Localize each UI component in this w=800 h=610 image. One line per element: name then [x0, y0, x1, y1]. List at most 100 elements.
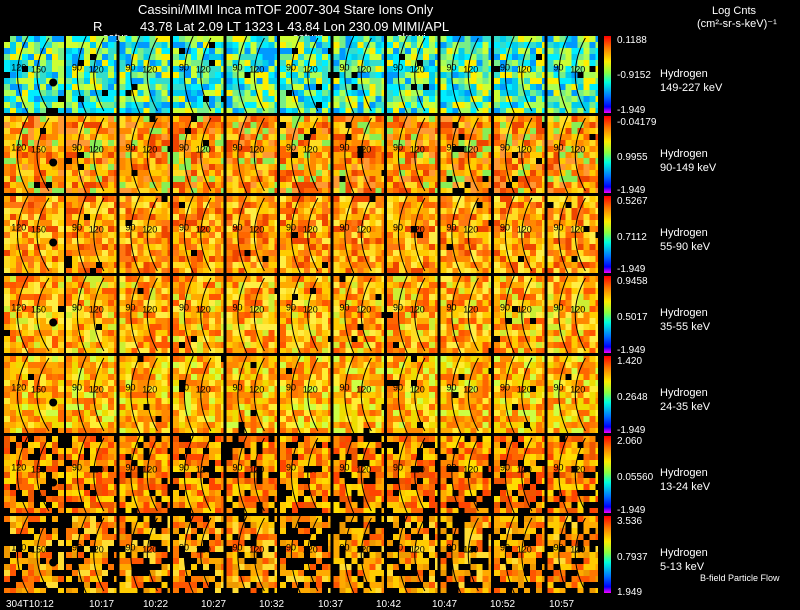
contour-label: 90	[179, 143, 189, 153]
units-line: (cm²-sr-s-keV)⁻¹	[697, 18, 777, 31]
contour-label: 120	[196, 465, 211, 475]
contour-label: 120	[89, 225, 104, 235]
contour-label: 90	[340, 463, 350, 473]
contour-label: 120	[410, 545, 425, 555]
contour-label: 90	[500, 63, 510, 73]
contour-label: 120	[249, 385, 264, 395]
contour-label: 120	[249, 65, 264, 75]
contour-label: 90	[447, 143, 457, 153]
contour-label: 120	[249, 145, 264, 155]
contour-label: 120	[89, 65, 104, 75]
image-panel: 90 120	[441, 116, 492, 193]
contour-label: 90	[126, 143, 136, 153]
contour-label: 90	[500, 223, 510, 233]
contour-label: 120	[303, 225, 318, 235]
colorbar-mid: 0.05560	[617, 472, 653, 483]
colorbar	[604, 356, 611, 433]
image-panel: 120 150	[4, 356, 64, 433]
contour-label: 120	[11, 303, 26, 313]
contour-label: 120	[570, 65, 585, 75]
contour-label: 90	[233, 383, 243, 393]
contour-label: 120	[463, 65, 478, 75]
contour-label: 90	[126, 223, 136, 233]
contour-label: 90	[393, 63, 403, 73]
image-panel: 90 120	[441, 196, 492, 273]
contour-label: 90	[179, 463, 189, 473]
colorbar-min: -1.949	[617, 345, 645, 356]
colorbar-mid: -0.9152	[617, 70, 651, 81]
colorbar-mid: 0.9955	[617, 152, 648, 163]
contour-label: 90	[233, 143, 243, 153]
contour-label: 90	[286, 143, 296, 153]
contour-label: 120	[463, 465, 478, 475]
planet-marker	[49, 319, 57, 327]
contour-label: 120	[142, 465, 157, 475]
contour-label: 120	[463, 145, 478, 155]
contour-label: 150	[31, 225, 46, 235]
colorbar-min: -1.949	[617, 505, 645, 516]
contour-label: 150	[31, 465, 46, 475]
contour-label: 150	[31, 385, 46, 395]
contour-label: 90	[233, 63, 243, 73]
contour-label: 120	[463, 225, 478, 235]
contour-label: 90	[126, 543, 136, 553]
contour-label: 120	[356, 225, 371, 235]
planet-marker	[49, 399, 57, 407]
colorbar-max: 0.5267	[617, 196, 648, 207]
contour-label: 120	[303, 305, 318, 315]
contour-label: 90	[447, 223, 457, 233]
contour-label: 90	[286, 463, 296, 473]
contour-label: 90	[72, 543, 82, 553]
contour-label: 90	[286, 543, 296, 553]
contour-label: 90	[72, 143, 82, 153]
colorbar-min: -1.949	[617, 185, 645, 196]
contour-label: 120	[303, 545, 318, 555]
contour-label: 90	[126, 383, 136, 393]
contour-label: 120	[570, 385, 585, 395]
time-tick-label: 10:27	[201, 599, 226, 610]
contour-label: 120	[570, 465, 585, 475]
planet-marker	[49, 159, 57, 167]
contour-label: 120	[356, 545, 371, 555]
contour-label: 120	[570, 145, 585, 155]
contour-label: 120	[11, 383, 26, 393]
contour-label: 120	[356, 465, 371, 475]
colorbar-max: 2.060	[617, 436, 642, 447]
colorbar-min: 1.949	[617, 587, 642, 598]
contour-label: 120	[249, 465, 264, 475]
contour-label: 120	[463, 385, 478, 395]
contour-label: 90	[179, 223, 189, 233]
colorbar	[604, 36, 611, 113]
contour-label: 90	[393, 383, 403, 393]
contour-label: 120	[517, 65, 532, 75]
colorbar-mid: 0.7112	[617, 232, 647, 243]
